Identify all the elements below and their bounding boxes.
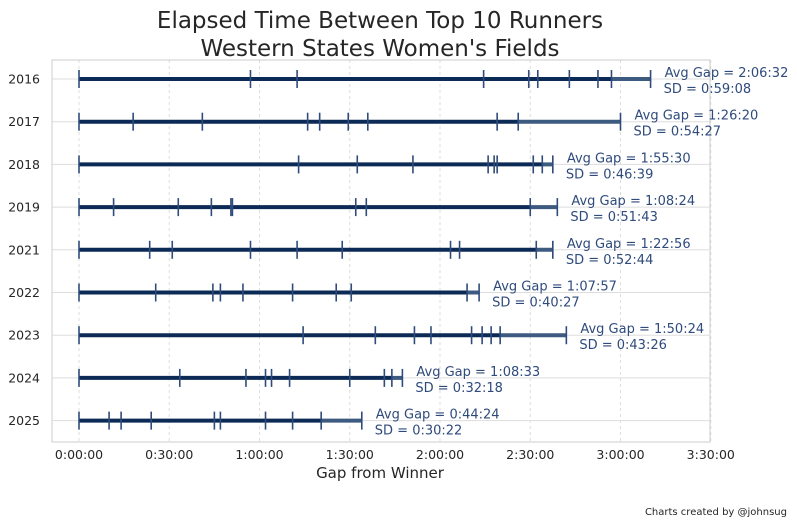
avg-gap-label: Avg Gap = 0:44:24 (376, 408, 500, 423)
y-tick-label: 2018 (8, 157, 40, 172)
x-tick-label: 1:00:00 (235, 447, 283, 462)
avg-gap-label: Avg Gap = 2:06:32 (665, 66, 789, 81)
avg-gap-label: Avg Gap = 1:08:33 (416, 365, 540, 380)
plot-frame (51, 59, 711, 443)
credit-text: Charts created by @johnsug (644, 507, 787, 518)
x-axis-label: Gap from Winner (316, 464, 445, 482)
avg-gap-label: Avg Gap = 1:55:30 (567, 151, 691, 166)
sd-label: SD = 0:32:18 (415, 381, 503, 396)
y-tick-label: 2024 (8, 370, 40, 385)
y-tick-label: 2021 (8, 242, 40, 257)
x-tick-label: 3:00:00 (596, 447, 644, 462)
avg-gap-label: Avg Gap = 1:22:56 (567, 237, 691, 252)
chart-title-line-2: Western States Women's Fields (200, 36, 559, 62)
y-tick-label: 2022 (8, 285, 40, 300)
avg-gap-label: Avg Gap = 1:07:57 (493, 280, 617, 295)
avg-gap-label: Avg Gap = 1:08:24 (571, 194, 695, 209)
sd-label: SD = 0:40:27 (492, 296, 580, 311)
x-tick-label: 3:30:00 (687, 447, 735, 462)
x-tick-label: 0:30:00 (145, 447, 193, 462)
sd-label: SD = 0:43:26 (579, 338, 667, 353)
y-tick-label: 2023 (8, 328, 40, 343)
sd-label: SD = 0:52:44 (566, 253, 654, 268)
avg-gap-label: Avg Gap = 1:26:20 (635, 109, 759, 124)
x-tick-label: 1:30:00 (326, 447, 374, 462)
sd-label: SD = 0:59:08 (664, 82, 752, 97)
avg-gap-label: Avg Gap = 1:50:24 (580, 322, 704, 337)
y-tick-label: 2017 (8, 114, 40, 129)
x-tick-labels: 0:00:00 0:30:00 1:00:00 1:30:00 2:00:00 2:30:… (55, 447, 735, 462)
sd-label: SD = 0:46:39 (566, 167, 654, 182)
y-tick-label: 2016 (8, 72, 40, 87)
chart-title-line-1: Elapsed Time Between Top 10 Runners (157, 8, 603, 34)
sd-label: SD = 0:54:27 (634, 125, 722, 140)
x-tick-label: 2:00:00 (416, 447, 464, 462)
x-tick-label: 2:30:00 (506, 447, 554, 462)
y-tick-label: 2025 (8, 413, 40, 428)
y-tick-label: 2019 (8, 200, 40, 215)
sd-label: SD = 0:51:43 (570, 210, 658, 225)
x-tick-label: 0:00:00 (55, 447, 103, 462)
sd-label: SD = 0:30:22 (375, 424, 463, 439)
